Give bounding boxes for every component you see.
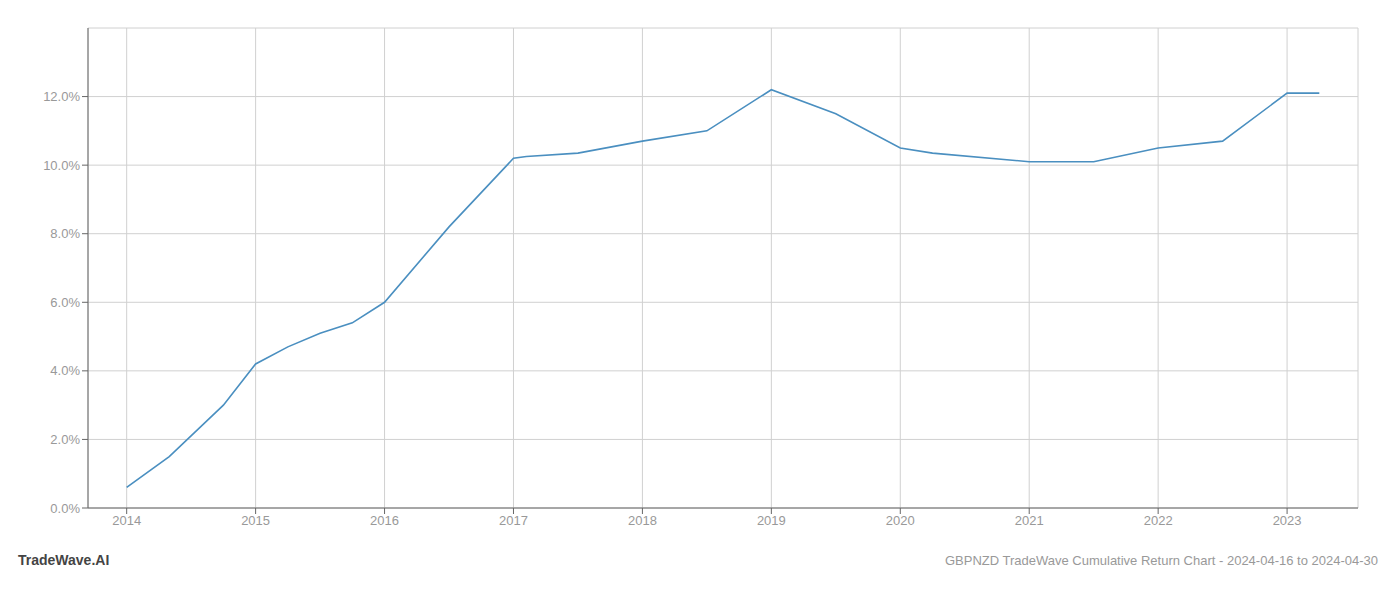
svg-text:12.0%: 12.0%	[43, 89, 80, 104]
html-text:TradeWave.AI: TradeWave.AI	[18, 552, 110, 568]
svg-text:2015: 2015	[241, 513, 270, 528]
svg-text:2021: 2021	[1015, 513, 1044, 528]
svg-text:2019: 2019	[757, 513, 786, 528]
svg-text:2020: 2020	[886, 513, 915, 528]
svg-text:2022: 2022	[1144, 513, 1173, 528]
svg-text:0.0%: 0.0%	[50, 501, 80, 516]
html-text:GBPNZD TradeWave Cumulative Re: GBPNZD TradeWave Cumulative Return Chart…	[944, 553, 1378, 568]
svg-text:2018: 2018	[628, 513, 657, 528]
svg-text:2017: 2017	[499, 513, 528, 528]
svg-text:2016: 2016	[370, 513, 399, 528]
svg-text:2.0%: 2.0%	[50, 432, 80, 447]
svg-text:2014: 2014	[112, 513, 141, 528]
svg-text:4.0%: 4.0%	[50, 363, 80, 378]
svg-text:6.0%: 6.0%	[50, 295, 80, 310]
svg-text:10.0%: 10.0%	[43, 158, 80, 173]
svg-text:8.0%: 8.0%	[50, 226, 80, 241]
svg-text:2023: 2023	[1273, 513, 1302, 528]
